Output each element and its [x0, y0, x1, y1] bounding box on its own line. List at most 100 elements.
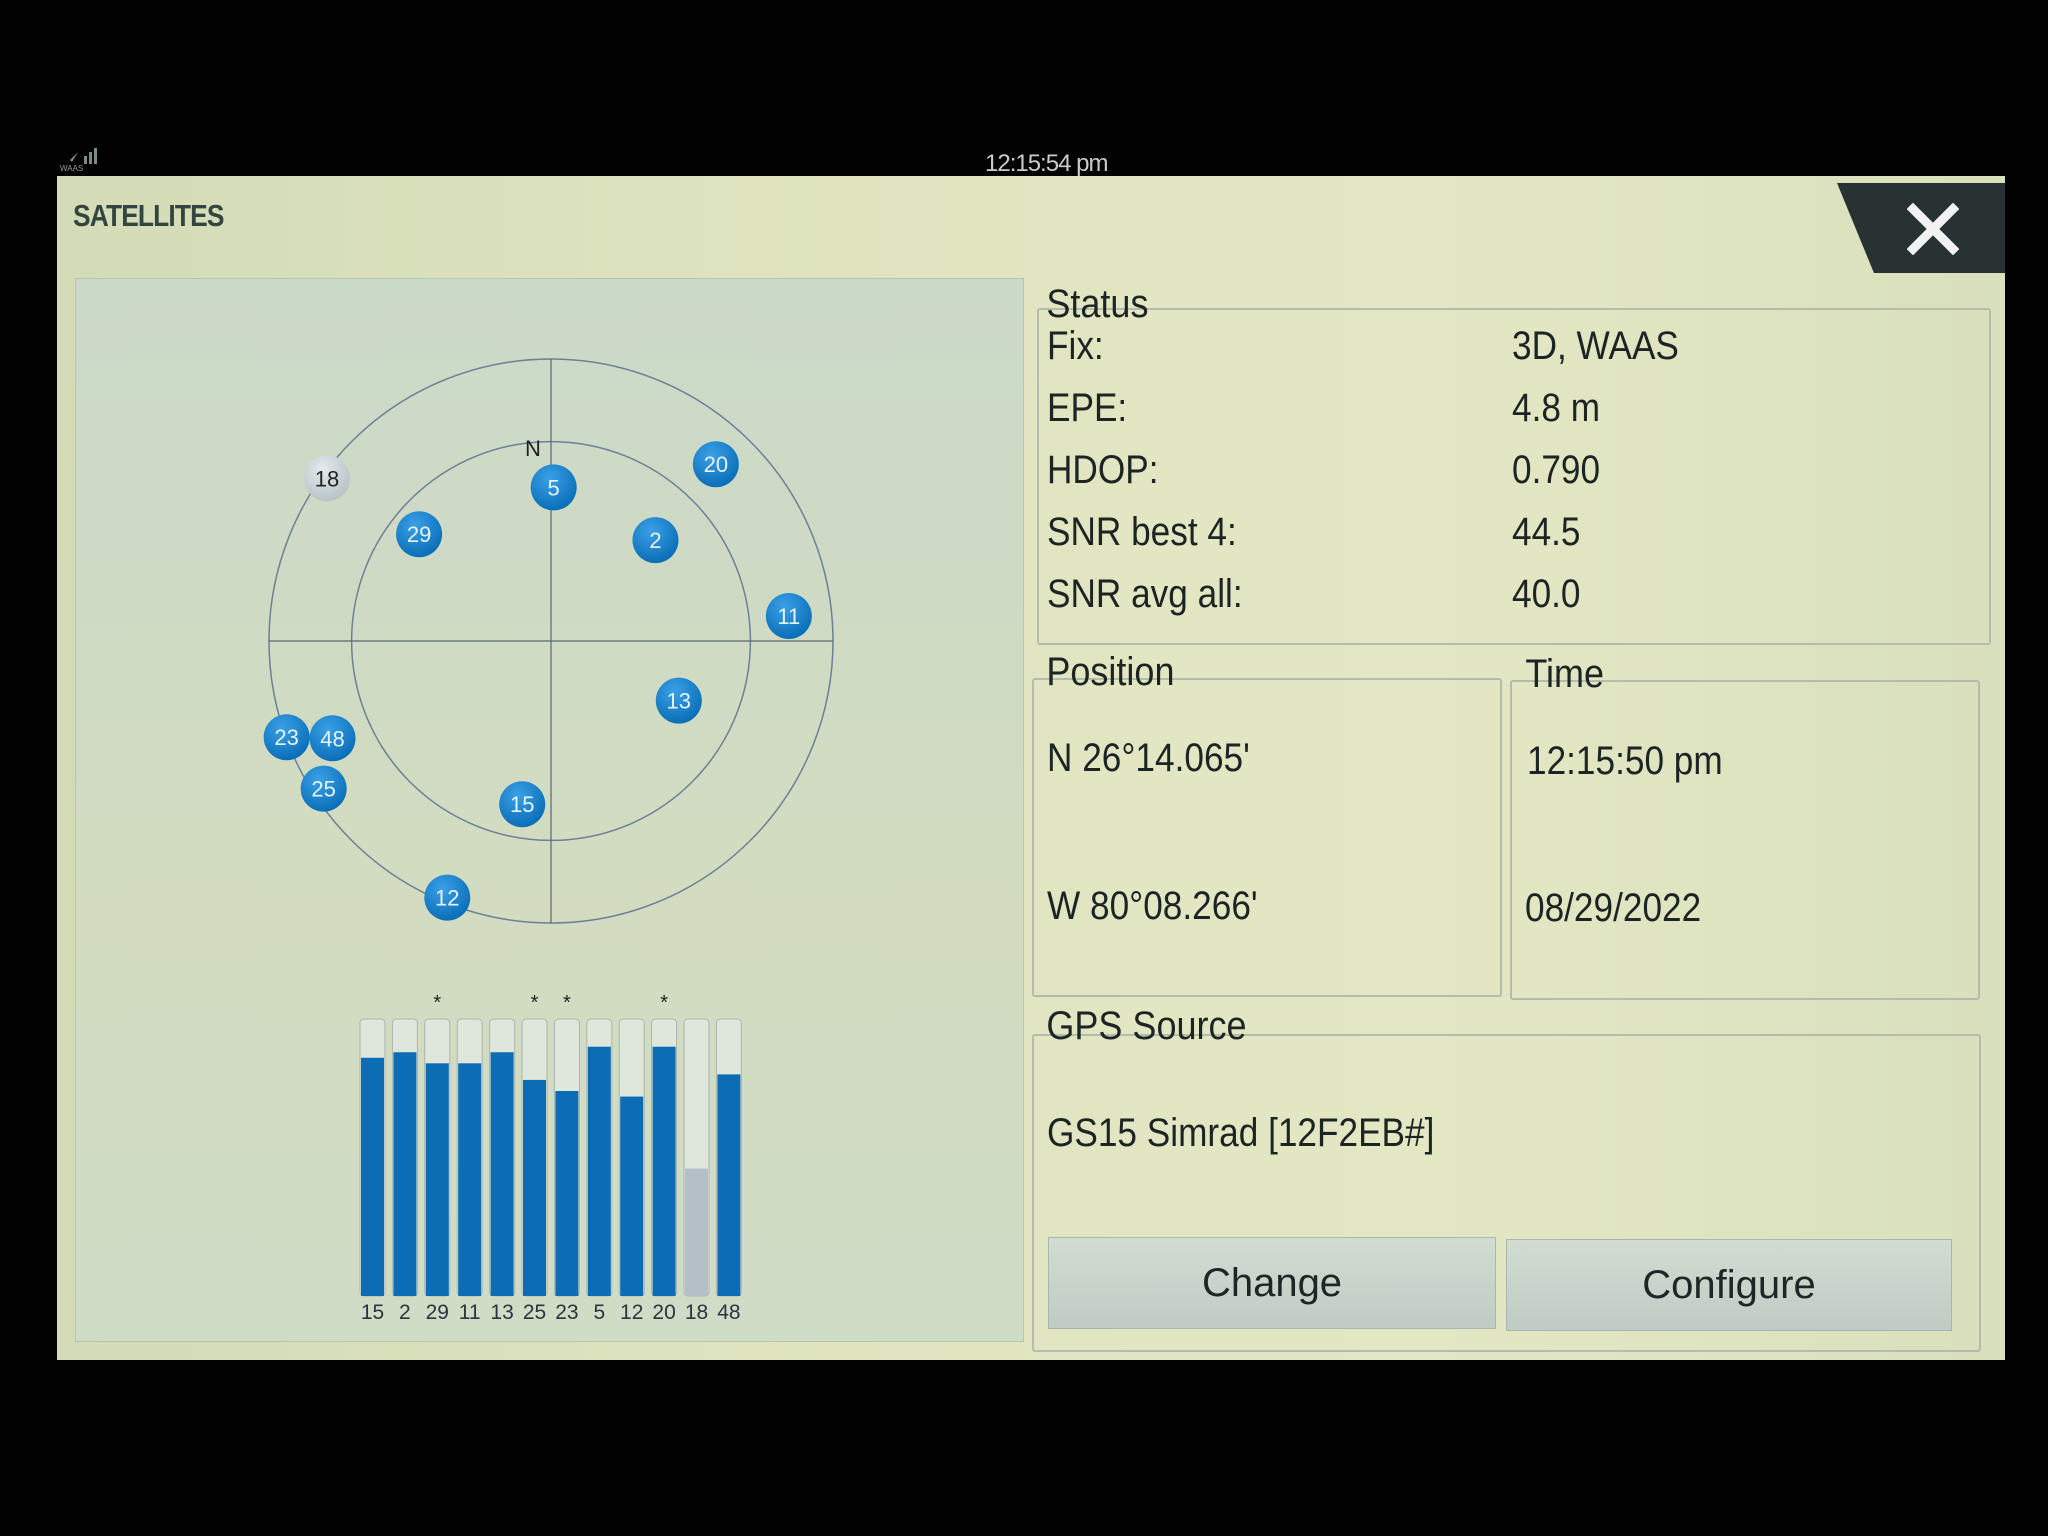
- signal-bar-fill: [717, 1074, 741, 1296]
- satellite-dot: [304, 455, 351, 502]
- time-legend: Time: [1525, 652, 1605, 696]
- satellite-prn: 20: [704, 452, 728, 477]
- signal-bar-label: 15: [361, 1301, 384, 1324]
- satellite-marker[interactable]: 12: [424, 874, 471, 921]
- gps-source-legend: GPS Source: [1046, 1004, 1247, 1048]
- satellite-prn: 18: [315, 466, 339, 491]
- signal-bar-fill: [425, 1063, 449, 1296]
- satellite-prn: 13: [667, 689, 691, 714]
- satellite-prn: 29: [407, 522, 431, 547]
- satellite-dot: [396, 511, 443, 558]
- signal-bar-label: 20: [652, 1301, 675, 1324]
- skyplot: N 18 5 20 29 2 11 13 23 48 25 15 12 15 2 * 29 11 13 * 25 * 2…: [263, 358, 834, 1324]
- signal-bar: 18: [683, 1018, 710, 1324]
- change-button[interactable]: Change: [1048, 1237, 1496, 1329]
- signal-bar-fill: [652, 1046, 676, 1296]
- satellite-marker[interactable]: 15: [499, 781, 546, 828]
- used-in-fix-star: *: [531, 992, 539, 1014]
- signal-bar: 11: [456, 1018, 483, 1324]
- satellite-marker[interactable]: 11: [765, 593, 812, 640]
- satellite-prn: 23: [274, 725, 298, 750]
- status-label: HDOP:: [1047, 448, 1159, 492]
- satellite-dot: [530, 464, 577, 511]
- status-value: 44.5: [1512, 510, 1581, 554]
- longitude: W 80°08.266': [1047, 884, 1258, 928]
- signal-bar-fill: [587, 1046, 611, 1296]
- latitude: N 26°14.065': [1047, 736, 1250, 780]
- status-legend: Status: [1046, 282, 1149, 326]
- signal-bar-fill: [393, 1052, 417, 1296]
- signal-bar-label: 12: [620, 1301, 643, 1324]
- waas-signal-icon: WAAS: [58, 146, 98, 173]
- signal-bar-label: 18: [685, 1301, 708, 1324]
- status-box: [1037, 308, 1991, 645]
- satellite-dot: [632, 517, 679, 564]
- status-label: SNR best 4:: [1047, 510, 1237, 554]
- satellite-prn: 2: [649, 528, 661, 553]
- signal-bar-label: 5: [593, 1301, 605, 1324]
- satellite-prn: 12: [435, 886, 459, 911]
- time-box: [1510, 680, 1980, 1000]
- waas-text: WAAS: [60, 164, 83, 172]
- signal-bar-label: 25: [523, 1301, 546, 1324]
- satellite-dot: [692, 441, 739, 488]
- satellite-dot: [300, 765, 347, 812]
- signal-bar-fill: [620, 1096, 644, 1296]
- satellite-marker[interactable]: 2: [632, 517, 679, 564]
- satellite-marker[interactable]: 29: [396, 511, 443, 558]
- signal-bar: * 25: [521, 992, 548, 1324]
- satellite-marker[interactable]: 13: [655, 677, 702, 724]
- status-label: EPE:: [1047, 386, 1128, 430]
- satellite-marker[interactable]: 18: [304, 455, 351, 502]
- used-in-fix-star: *: [433, 992, 441, 1014]
- satellite-dot: [309, 715, 356, 762]
- satellite-marker[interactable]: 23: [263, 714, 310, 761]
- gps-source-device: GS15 Simrad [12F2EB#]: [1047, 1111, 1435, 1155]
- signal-bar-fill: [523, 1079, 546, 1296]
- status-value: 4.8 m: [1512, 386, 1601, 430]
- satellite-prn: 5: [548, 475, 560, 500]
- status-value: 3D, WAAS: [1512, 324, 1679, 368]
- satellite-dot: [499, 781, 546, 828]
- signal-bar: 13: [489, 1018, 516, 1324]
- signal-bar: * 23: [553, 992, 580, 1324]
- dialog-title: SATELLITES: [73, 198, 224, 233]
- signal-bar: * 20: [651, 992, 678, 1324]
- satellite-view-pane: N 18 5 20 29 2 11 13 23 48 25 15 12 15 2 * 29 11 13 * 25 * 2…: [75, 278, 1024, 1342]
- satellite-prn: 15: [510, 792, 534, 817]
- north-label: N: [525, 436, 541, 461]
- signal-bar: 12: [618, 1018, 645, 1324]
- satellite-dot: [655, 677, 702, 724]
- satellite-prn: 11: [777, 604, 800, 629]
- position-box: [1032, 678, 1502, 997]
- statusbar-clock: 12:15:54 pm: [985, 150, 1108, 177]
- signal-bar-label: 13: [490, 1301, 513, 1324]
- satellite-prn: 25: [311, 777, 335, 802]
- used-in-fix-star: *: [660, 992, 668, 1014]
- satellite-marker[interactable]: 25: [300, 765, 347, 812]
- satellites-dialog: SATELLITES N 18 5 20 29 2 11 13 23 48 25 15 12 15 2 *…: [57, 176, 2005, 1360]
- status-label: SNR avg all:: [1047, 572, 1243, 616]
- gps-source-box: [1032, 1034, 1981, 1352]
- satellite-marker[interactable]: 20: [692, 441, 739, 488]
- satellite-dot: [765, 593, 812, 640]
- status-label: Fix:: [1047, 324, 1104, 368]
- satellite-dot: [263, 714, 310, 761]
- signal-bar-label: 11: [459, 1301, 481, 1324]
- used-in-fix-star: *: [563, 992, 571, 1014]
- signal-bar: 15: [359, 1018, 386, 1324]
- close-icon: [1907, 203, 1959, 255]
- signal-bar-fill: [490, 1052, 514, 1296]
- close-button[interactable]: [1837, 183, 2005, 273]
- satellite-marker[interactable]: 5: [530, 464, 577, 511]
- signal-bar-fill: [685, 1168, 708, 1296]
- gps-date: 08/29/2022: [1525, 886, 1702, 930]
- configure-button[interactable]: Configure: [1506, 1239, 1952, 1331]
- signal-bar-label: 2: [399, 1301, 411, 1324]
- satellite-dot: [424, 874, 471, 921]
- satellite-prn: 48: [320, 726, 344, 751]
- status-value: 0.790: [1512, 448, 1601, 492]
- signal-bar-fill: [555, 1091, 579, 1296]
- signal-bar-fill: [458, 1063, 482, 1296]
- satellite-marker[interactable]: 48: [309, 715, 356, 762]
